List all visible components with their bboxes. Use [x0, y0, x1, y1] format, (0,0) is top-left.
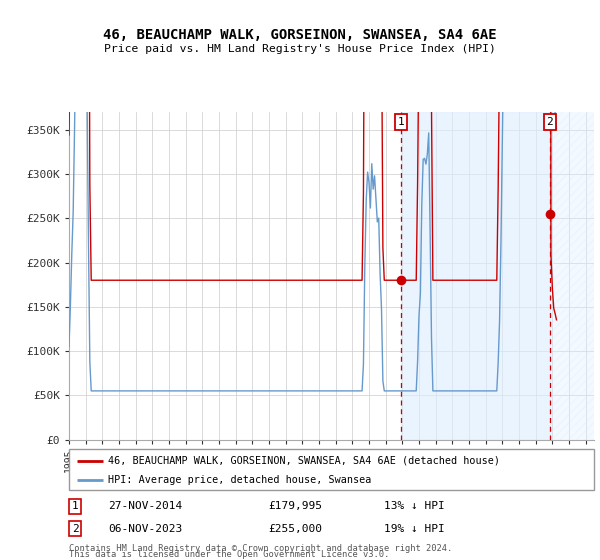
Text: £255,000: £255,000	[269, 524, 323, 534]
Text: 2: 2	[72, 524, 79, 534]
Text: This data is licensed under the Open Government Licence v3.0.: This data is licensed under the Open Gov…	[69, 550, 389, 559]
Text: 46, BEAUCHAMP WALK, GORSEINON, SWANSEA, SA4 6AE (detached house): 46, BEAUCHAMP WALK, GORSEINON, SWANSEA, …	[109, 456, 500, 465]
Text: HPI: Average price, detached house, Swansea: HPI: Average price, detached house, Swan…	[109, 475, 372, 485]
Text: 2: 2	[547, 117, 553, 127]
Text: 13% ↓ HPI: 13% ↓ HPI	[384, 501, 445, 511]
Text: Price paid vs. HM Land Registry's House Price Index (HPI): Price paid vs. HM Land Registry's House …	[104, 44, 496, 54]
Bar	[550, 112, 594, 440]
FancyBboxPatch shape	[69, 449, 594, 490]
Text: 27-NOV-2014: 27-NOV-2014	[109, 501, 182, 511]
Bar	[401, 112, 550, 440]
Text: 19% ↓ HPI: 19% ↓ HPI	[384, 524, 445, 534]
Text: Contains HM Land Registry data © Crown copyright and database right 2024.: Contains HM Land Registry data © Crown c…	[69, 544, 452, 553]
Text: 06-NOV-2023: 06-NOV-2023	[109, 524, 182, 534]
Text: 1: 1	[72, 501, 79, 511]
Text: 46, BEAUCHAMP WALK, GORSEINON, SWANSEA, SA4 6AE: 46, BEAUCHAMP WALK, GORSEINON, SWANSEA, …	[103, 28, 497, 42]
Text: £179,995: £179,995	[269, 501, 323, 511]
Text: 1: 1	[398, 117, 404, 127]
